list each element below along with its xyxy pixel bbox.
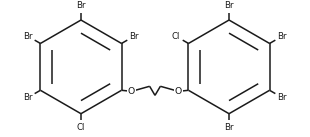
- Text: O: O: [175, 87, 182, 96]
- Text: Cl: Cl: [172, 32, 180, 41]
- Text: Br: Br: [23, 93, 33, 102]
- Text: Br: Br: [76, 1, 86, 10]
- Text: Br: Br: [224, 123, 234, 132]
- Text: Br: Br: [23, 32, 33, 41]
- Text: Cl: Cl: [77, 123, 85, 132]
- Text: Br: Br: [129, 32, 139, 41]
- Text: O: O: [128, 87, 135, 96]
- Text: Br: Br: [224, 1, 234, 10]
- Text: Br: Br: [277, 32, 287, 41]
- Text: Br: Br: [277, 93, 287, 102]
